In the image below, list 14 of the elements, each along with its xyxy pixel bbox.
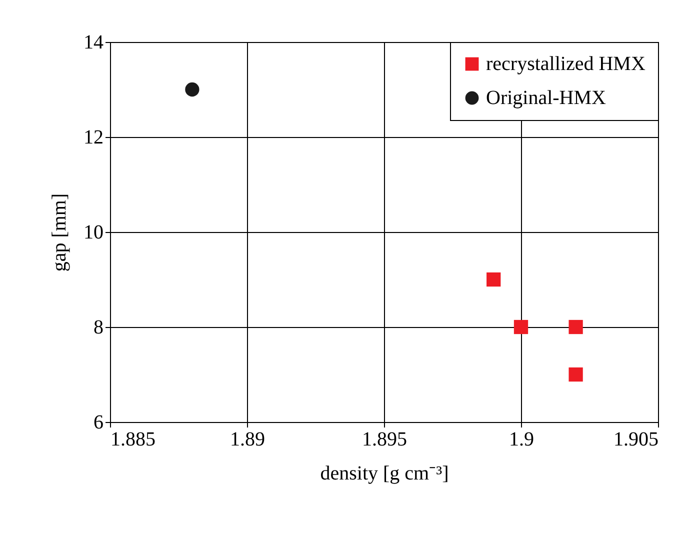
x-tick-label: 1.905: [614, 428, 658, 450]
y-tick-label: 6: [94, 412, 104, 434]
x-tick-label: 1.885: [110, 428, 156, 450]
legend-label: recrystallized HMX: [486, 53, 646, 75]
y-tick-label: 12: [84, 126, 104, 148]
y-tick-label: 14: [84, 32, 104, 54]
x-tick-label: 1.9: [509, 428, 534, 450]
x-axis-title: density [g cm⁻³]: [320, 462, 449, 484]
x-tick-label: 1.89: [230, 428, 265, 450]
y-tick-label: 8: [94, 316, 104, 338]
legend-label: Original-HMX: [486, 87, 607, 109]
y-axis-title: gap [mm]: [48, 193, 70, 272]
y-tick-label: 10: [84, 222, 104, 244]
x-tick-label: 1.895: [362, 428, 407, 450]
